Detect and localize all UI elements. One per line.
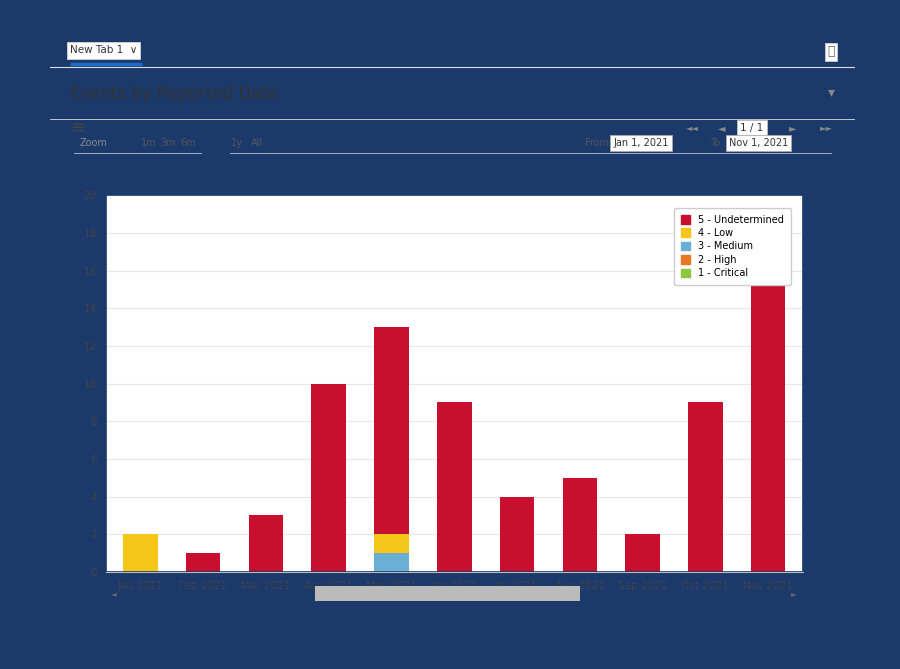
Bar — [315, 586, 580, 601]
Bar — [248, 515, 284, 572]
Bar — [374, 553, 409, 572]
Text: All: All — [251, 138, 263, 149]
Bar — [626, 535, 660, 572]
Text: 1y: 1y — [230, 138, 243, 149]
Bar — [562, 478, 597, 572]
Text: 1 / 1: 1 / 1 — [741, 123, 763, 133]
Text: Jan 1, 2021: Jan 1, 2021 — [614, 138, 669, 149]
Text: 6m: 6m — [181, 138, 196, 149]
Text: ◄: ◄ — [718, 123, 725, 133]
Text: Zoom: Zoom — [80, 138, 108, 149]
Text: Nov 1, 2021: Nov 1, 2021 — [728, 138, 788, 149]
Text: 3m: 3m — [161, 138, 176, 149]
Legend: 5 - Undetermined, 4 - Low, 3 - Medium, 2 - High, 1 - Critical: 5 - Undetermined, 4 - Low, 3 - Medium, 2… — [674, 208, 791, 285]
Bar — [751, 233, 786, 572]
Bar — [500, 496, 535, 572]
Text: 🖨: 🖨 — [827, 45, 835, 58]
Text: 1m: 1m — [140, 138, 156, 149]
Text: New Tab 1  ∨: New Tab 1 ∨ — [69, 45, 137, 56]
Bar — [106, 195, 803, 572]
Text: ≡: ≡ — [69, 119, 85, 137]
Text: ►►: ►► — [820, 124, 832, 132]
Text: ►: ► — [791, 589, 797, 598]
Text: YTD: YTD — [205, 138, 227, 149]
Text: ◄◄: ◄◄ — [686, 124, 698, 132]
Bar — [688, 403, 723, 572]
Bar — [311, 383, 346, 572]
Text: ►: ► — [789, 123, 796, 133]
Text: ◄: ◄ — [112, 589, 117, 598]
Text: To: To — [710, 138, 720, 149]
Bar — [123, 535, 158, 572]
Text: ▾: ▾ — [828, 85, 835, 99]
Text: Events by Reported Date: Events by Reported Date — [69, 85, 277, 103]
Bar — [186, 553, 220, 572]
Bar — [437, 403, 472, 572]
Bar — [374, 327, 409, 535]
Text: From: From — [585, 138, 609, 149]
Bar — [374, 535, 409, 553]
